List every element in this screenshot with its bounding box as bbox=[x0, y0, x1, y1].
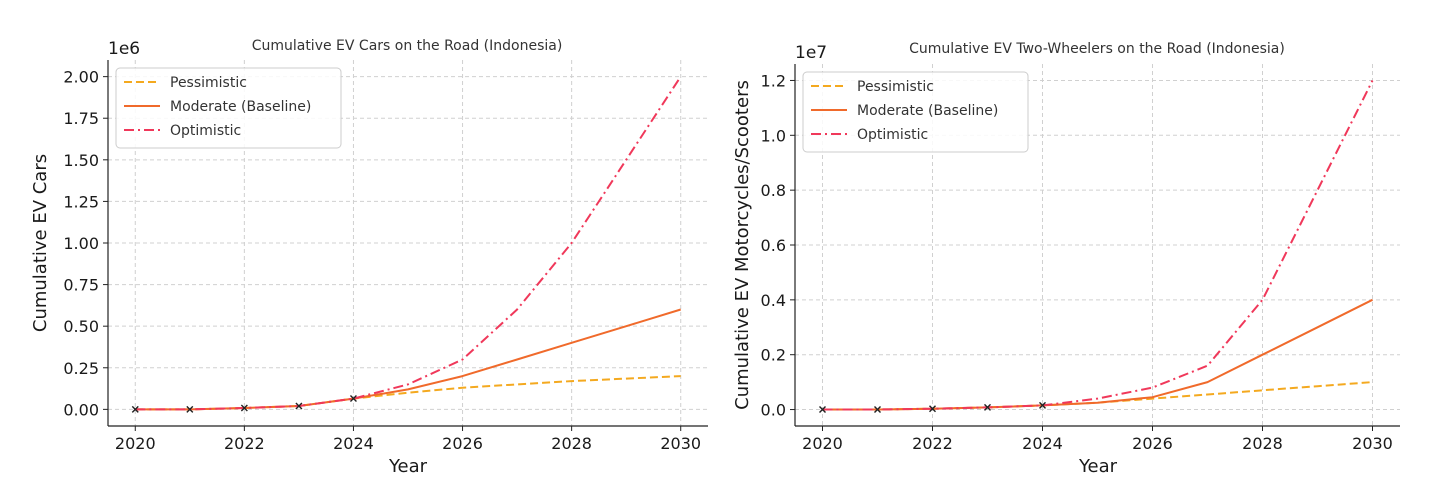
two-wheelers-y-tick-label: 1.2 bbox=[761, 71, 786, 90]
two-wheelers-y-tick-label: 0.6 bbox=[761, 236, 786, 255]
two-wheelers-historical-point bbox=[929, 405, 936, 413]
cars-x-tick-label: 2022 bbox=[224, 434, 265, 453]
cars-y-tick-label: 1.75 bbox=[63, 109, 99, 128]
two-wheelers-x-tick-label: 2020 bbox=[802, 434, 843, 453]
cars-x-tick-label: 2026 bbox=[442, 434, 483, 453]
cars-legend-moderate: Moderate (Baseline) bbox=[170, 99, 311, 115]
two-wheelers-series-optimistic bbox=[822, 80, 1374, 411]
two-wheelers-y-tick-label: 0.4 bbox=[761, 291, 786, 310]
cars-series-optimistic bbox=[135, 76, 682, 411]
cars-series-pessimistic bbox=[135, 375, 681, 411]
cars-x-tick-label: 2030 bbox=[660, 434, 701, 453]
cars-y-tick-label: 1.50 bbox=[63, 151, 99, 170]
two-wheelers-historical-point bbox=[819, 406, 826, 414]
cars-y-tick-label: 0.75 bbox=[63, 276, 99, 295]
cars-legend: Pessimistic Moderate (Baseline) Optimist… bbox=[115, 67, 342, 149]
two-wheelers-x-axis-label: Year bbox=[1078, 456, 1118, 477]
two-wheelers-y-tick-label: 0.2 bbox=[761, 346, 786, 365]
cars-historical-point bbox=[240, 404, 248, 412]
two-wheelers-legend-moderate: Moderate (Baseline) bbox=[857, 103, 998, 119]
two-wheelers-series-lines bbox=[822, 80, 1374, 411]
two-wheelers-historical-markers bbox=[819, 401, 1046, 414]
two-wheelers-chart-title: Cumulative EV Two-Wheelers on the Road (… bbox=[909, 41, 1285, 57]
cars-chart-title: Cumulative EV Cars on the Road (Indonesi… bbox=[252, 38, 563, 54]
two-wheelers-x-tick-label: 2028 bbox=[1242, 434, 1283, 453]
two-wheelers-historical-point bbox=[984, 403, 991, 411]
two-wheelers-axes bbox=[790, 64, 1400, 431]
cars-tick-labels: 2020 2022 2024 2026 2028 2030 0.00 0.25 0.50 0.75… bbox=[63, 68, 701, 453]
two-wheelers-y-tick-label: 1.0 bbox=[761, 126, 786, 145]
two-wheelers-y-tick-label: 0.8 bbox=[761, 181, 786, 200]
two-wheelers-chart: 2020 2022 2024 2026 2028 2030 0.0 0.2 0.4 0.6 0.8 1… bbox=[732, 41, 1400, 477]
two-wheelers-x-tick-label: 2026 bbox=[1132, 434, 1173, 453]
two-wheelers-legend-pessimistic: Pessimistic bbox=[857, 79, 934, 95]
cars-x-tick-label: 2020 bbox=[115, 434, 156, 453]
cars-y-tick-label: 2.00 bbox=[63, 68, 99, 87]
two-wheelers-tick-labels: 2020 2022 2024 2026 2028 2030 0.0 0.2 0.4 0.6 0.8 1… bbox=[761, 71, 1393, 453]
two-wheelers-legend: Pessimistic Moderate (Baseline) Optimist… bbox=[802, 71, 1029, 153]
cars-x-tick-label: 2028 bbox=[551, 434, 592, 453]
two-wheelers-legend-optimistic: Optimistic bbox=[857, 127, 928, 143]
cars-y-tick-label: 1.00 bbox=[63, 234, 99, 253]
cars-historical-point bbox=[295, 402, 303, 410]
two-wheelers-legend-box bbox=[802, 71, 1029, 153]
cars-y-tick-label: 0.00 bbox=[63, 400, 99, 419]
two-wheelers-series-moderate-baseline bbox=[822, 298, 1373, 411]
two-wheelers-series-pessimistic bbox=[822, 381, 1373, 411]
two-wheelers-historical-point bbox=[1039, 401, 1046, 409]
cars-historical-point bbox=[349, 395, 357, 403]
cars-series-moderate-baseline bbox=[135, 308, 681, 411]
two-wheelers-y-multiplier: 1e7 bbox=[795, 43, 827, 63]
cars-legend-pessimistic: Pessimistic bbox=[170, 75, 247, 91]
cars-legend-optimistic: Optimistic bbox=[170, 123, 241, 139]
two-wheelers-x-tick-label: 2024 bbox=[1022, 434, 1063, 453]
cars-y-multiplier: 1e6 bbox=[108, 39, 140, 59]
cars-y-axis-label: Cumulative EV Cars bbox=[30, 154, 51, 332]
two-wheelers-historical-point bbox=[874, 406, 881, 414]
cars-y-tick-label: 0.25 bbox=[63, 359, 99, 378]
cars-historical-point bbox=[131, 405, 139, 413]
cars-axes bbox=[103, 60, 708, 431]
two-wheelers-y-axis-label: Cumulative EV Motorcycles/Scooters bbox=[732, 80, 753, 410]
two-wheelers-x-tick-label: 2030 bbox=[1352, 434, 1393, 453]
cars-x-axis-label: Year bbox=[388, 456, 428, 477]
cars-historical-markers bbox=[131, 395, 357, 413]
cars-x-tick-label: 2024 bbox=[333, 434, 374, 453]
cars-legend-box bbox=[115, 67, 342, 149]
cars-y-tick-label: 1.25 bbox=[63, 192, 99, 211]
cars-chart: 2020 2022 2024 2026 2028 2030 0.00 0.25 0.50 0.75… bbox=[30, 38, 708, 477]
cars-y-tick-label: 0.50 bbox=[63, 317, 99, 336]
two-wheelers-x-tick-label: 2022 bbox=[912, 434, 953, 453]
two-wheelers-y-tick-label: 0.0 bbox=[761, 401, 786, 420]
cars-historical-point bbox=[186, 405, 194, 413]
cars-series-lines bbox=[135, 76, 682, 411]
